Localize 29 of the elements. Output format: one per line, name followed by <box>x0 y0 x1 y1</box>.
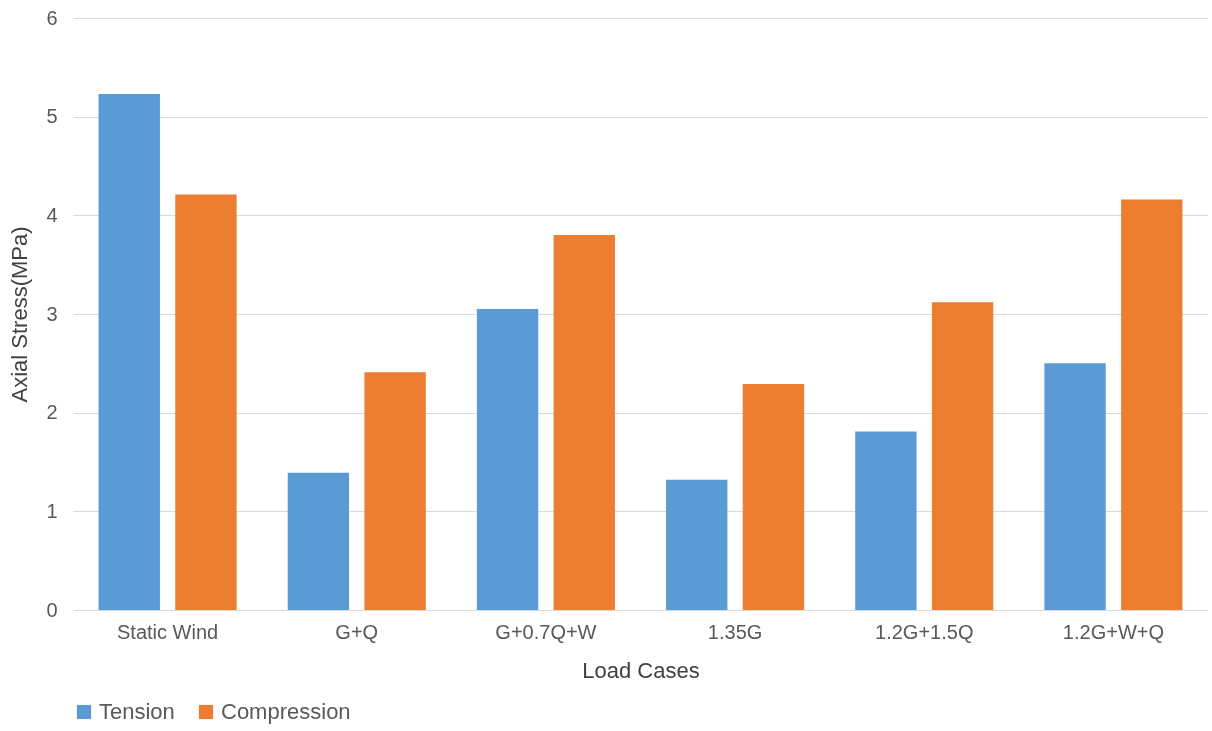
y-tick-label: 1 <box>46 499 58 522</box>
x-tick-label: 1.2G+1.5Q <box>875 620 974 643</box>
x-tick-label: G+Q <box>335 620 379 643</box>
y-tick-label: 2 <box>46 401 58 424</box>
legend-label: Tension <box>99 699 175 724</box>
x-tick-label: G+0.7Q+W <box>495 620 597 643</box>
bar <box>666 479 728 610</box>
y-tick-label: 3 <box>46 302 58 325</box>
legend-label: Compression <box>221 699 351 724</box>
bar <box>855 431 917 610</box>
x-tick-label: Static Wind <box>117 620 219 643</box>
bar <box>364 372 426 610</box>
y-tick-label: 5 <box>46 105 58 128</box>
y-tick-label: 6 <box>46 6 58 29</box>
bar <box>175 194 237 610</box>
bar <box>553 235 615 610</box>
y-tick-label: 0 <box>46 598 58 621</box>
x-tick-label: 1.35G <box>707 620 763 643</box>
bar <box>1121 199 1183 610</box>
bar <box>742 384 805 610</box>
bar <box>476 309 539 610</box>
y-tick-label: 4 <box>46 203 58 226</box>
bar <box>98 93 160 610</box>
y-axis-title: Axial Stress(MPa) <box>7 226 33 403</box>
bar <box>1044 363 1106 610</box>
bar <box>287 472 350 610</box>
bar <box>931 302 994 610</box>
x-axis-title: Load Cases <box>582 657 700 683</box>
x-tick-label: 1.2G+W+Q <box>1062 620 1164 643</box>
